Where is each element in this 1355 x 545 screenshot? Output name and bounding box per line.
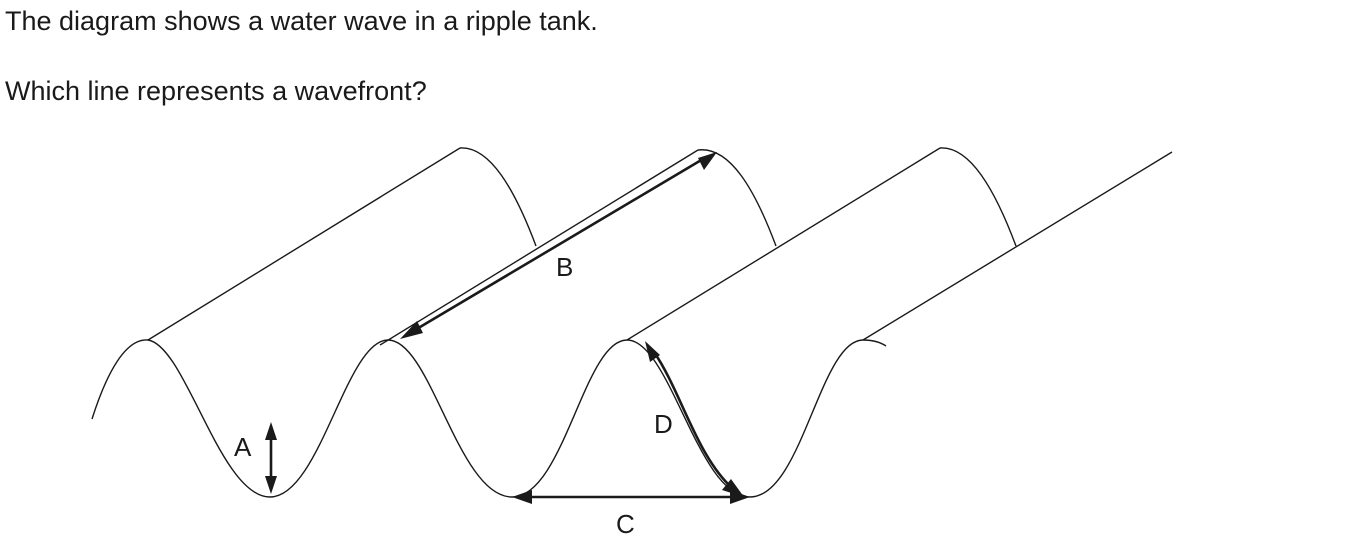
label-a: A (234, 432, 252, 462)
back-crest-2 (697, 149, 777, 247)
wave-front-profile (91, 339, 887, 498)
question-intro-text: The diagram shows a water wave in a ripp… (5, 6, 598, 36)
back-crest-3 (939, 147, 1017, 247)
crest-line-3 (626, 147, 941, 341)
arrow-a (265, 422, 277, 494)
label-c: C (616, 509, 635, 539)
crest-line-2 (379, 149, 699, 346)
arrow-b (400, 152, 717, 339)
question-prompt-text: Which line represents a wavefront? (5, 76, 427, 106)
arrow-c (512, 490, 750, 504)
label-b: B (556, 252, 573, 282)
crest-line-4 (862, 151, 1173, 341)
label-d: D (654, 409, 673, 439)
arrow-d (645, 341, 744, 497)
crest-line-1 (147, 147, 461, 341)
back-crest-1 (459, 147, 537, 247)
